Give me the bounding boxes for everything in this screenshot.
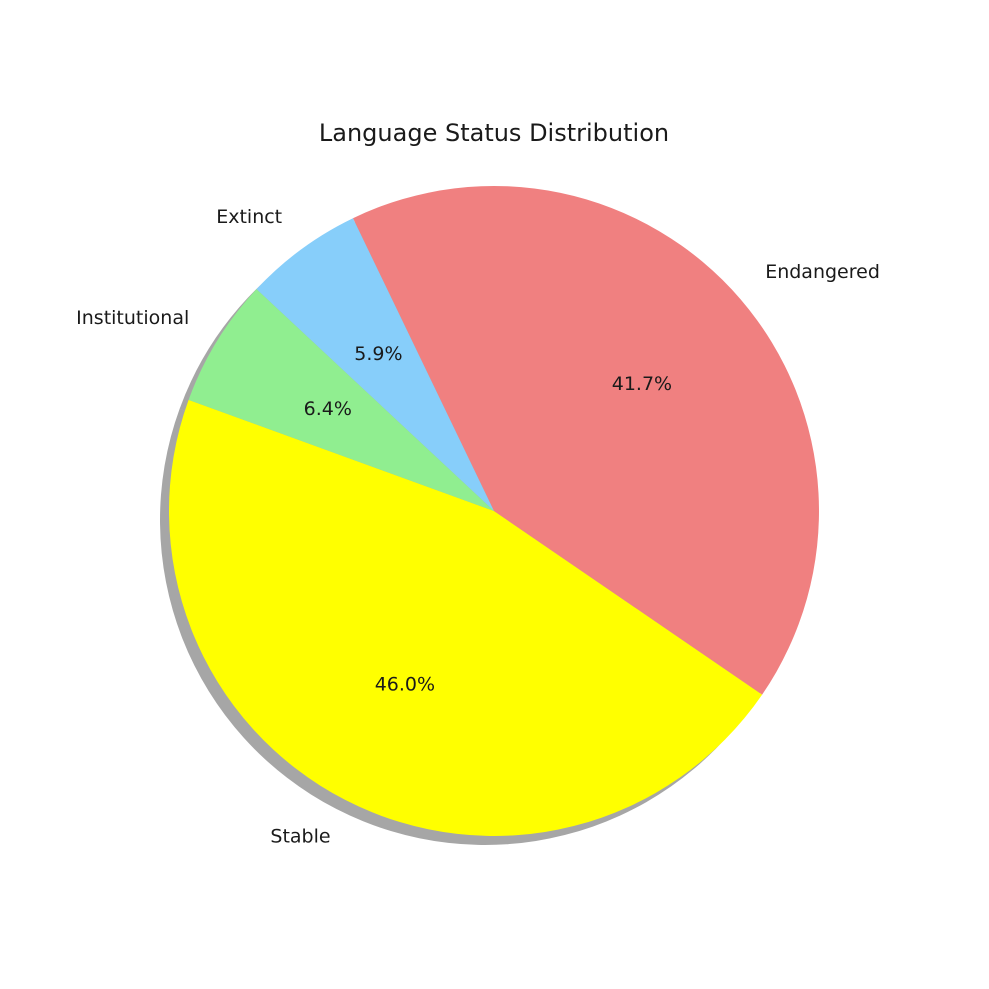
slice-label-institutional: Institutional: [76, 307, 189, 329]
slice-label-stable: Stable: [270, 826, 330, 848]
chart-title: Language Status Distribution: [319, 119, 669, 147]
pie-slices: [169, 186, 819, 836]
slice-label-extinct: Extinct: [216, 206, 282, 228]
slice-extinct: [256, 218, 494, 511]
pie-labels: Stable 46.0% Endangered 41.7% Extinct 5.9% Ins…: [76, 206, 880, 848]
slice-stable: [169, 399, 763, 836]
slice-percent-institutional: 6.4%: [304, 398, 352, 420]
slice-institutional: [188, 289, 494, 511]
slice-label-endangered: Endangered: [765, 261, 880, 283]
slice-percent-stable: 46.0%: [375, 673, 435, 695]
slice-endangered: [352, 186, 819, 695]
slice-percent-endangered: 41.7%: [612, 373, 672, 395]
slice-percent-extinct: 5.9%: [354, 343, 402, 365]
